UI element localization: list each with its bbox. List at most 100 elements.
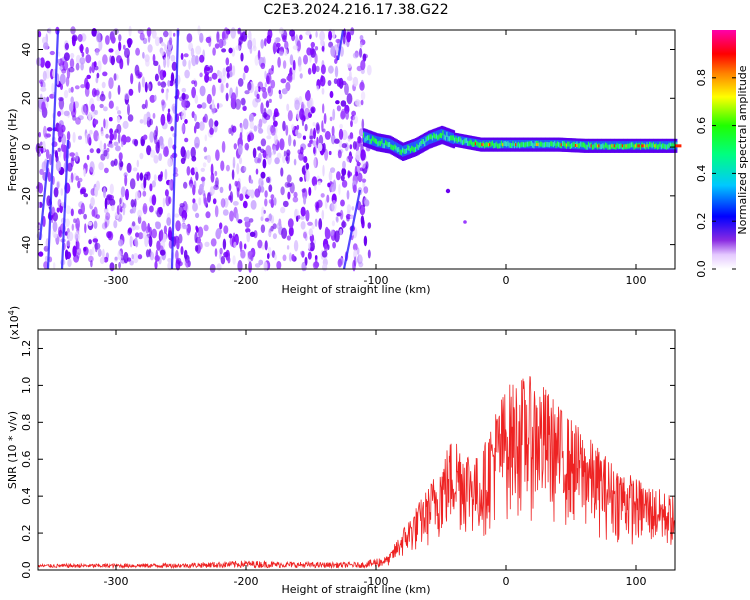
noise-blob (329, 90, 334, 99)
noise-blob (354, 99, 361, 106)
noise-blob (143, 177, 147, 189)
noise-blob (332, 241, 336, 249)
noise-blob (342, 32, 346, 45)
noise-blob (98, 161, 104, 171)
trace-band-core (606, 143, 609, 149)
noise-blob (299, 176, 303, 182)
trace-band-core (577, 143, 580, 149)
noise-blob (322, 164, 325, 177)
noise-blob (68, 88, 71, 93)
noise-blob (260, 138, 267, 147)
noise-blob (97, 135, 100, 141)
trace-band-core (581, 142, 584, 148)
noise-blob (208, 37, 212, 47)
noise-blob (113, 141, 119, 146)
noise-blob (186, 33, 193, 43)
noise-blob (352, 52, 359, 59)
noise-blob (232, 255, 236, 265)
noise-blob (211, 84, 216, 97)
trace-band-core (671, 143, 674, 149)
trace-band-core (586, 144, 589, 150)
noise-blob (307, 251, 312, 260)
y-tick-label: 0.2 (20, 524, 33, 542)
noise-blob (63, 144, 68, 155)
noise-blob (114, 256, 118, 261)
trace-band-core (519, 143, 522, 149)
noise-blob (235, 86, 239, 98)
noise-blob (359, 35, 364, 41)
noise-blob (270, 125, 276, 136)
noise-blob (210, 163, 214, 175)
noise-blob (331, 199, 337, 212)
noise-blob (286, 245, 290, 250)
trace-band-core (422, 139, 426, 145)
trace-band-core (578, 143, 582, 149)
noise-blob (231, 169, 235, 181)
noise-blob (229, 62, 233, 72)
noise-blob (239, 240, 243, 250)
noise-blob (139, 119, 144, 124)
noise-blob (37, 30, 42, 38)
trace-band-core (495, 141, 498, 147)
noise-blob (109, 128, 113, 135)
noise-blob (341, 167, 347, 176)
noise-blob (220, 74, 226, 84)
noise-blob (124, 174, 128, 187)
noise-blob (85, 81, 90, 90)
noise-blob (311, 63, 317, 75)
noise-blob (252, 147, 257, 159)
noise-blob (95, 214, 101, 220)
trace-band-core (418, 142, 422, 148)
noise-blob (202, 116, 206, 123)
noise-blob (39, 168, 44, 175)
noise-blob (80, 62, 84, 71)
noise-blob (309, 47, 315, 56)
trace-band-core (480, 142, 483, 148)
noise-blob (71, 223, 75, 231)
noise-blob (192, 184, 196, 196)
noise-blob (211, 72, 218, 80)
trace-band-core (659, 142, 662, 148)
noise-blob (117, 84, 121, 95)
noise-blob (248, 113, 254, 123)
noise-blob (79, 57, 86, 65)
noise-blob (324, 130, 331, 140)
noise-blob (145, 249, 150, 258)
trace-band-core (469, 139, 472, 145)
noise-blob (184, 69, 190, 79)
noise-blob (264, 190, 268, 198)
noise-blob (314, 53, 318, 65)
trace-band-core (551, 141, 554, 147)
noise-blob (95, 30, 101, 43)
noise-blob (142, 51, 145, 59)
noise-blob (285, 156, 289, 162)
trace-band-core (456, 138, 459, 144)
noise-blob (168, 179, 172, 190)
trace-band-core (450, 135, 453, 141)
noise-blob (276, 152, 282, 159)
noise-blob (49, 50, 55, 56)
noise-blob (80, 202, 86, 215)
noise-blob (365, 161, 369, 170)
noise-blob (305, 162, 310, 170)
noise-blob (195, 121, 201, 129)
noise-blob (227, 256, 231, 264)
noise-blob (97, 60, 102, 73)
noise-blob (358, 261, 364, 268)
noise-blob (103, 207, 109, 214)
noise-blob (152, 112, 156, 119)
noise-blob (199, 32, 204, 44)
noise-blob (313, 156, 317, 169)
noise-blob (313, 127, 316, 140)
trace-band-core (463, 139, 466, 145)
noise-blob (105, 212, 111, 221)
trace-band-core (444, 135, 448, 141)
trace-band-core (483, 143, 487, 149)
colorbar-label: Normalized spectral amplitude (736, 65, 749, 234)
noise-blob (332, 29, 336, 40)
noise-blob (138, 232, 144, 240)
noise-blob (89, 249, 93, 256)
trace-band-core (408, 145, 411, 151)
noise-blob (308, 242, 311, 250)
noise-blob (165, 90, 169, 101)
